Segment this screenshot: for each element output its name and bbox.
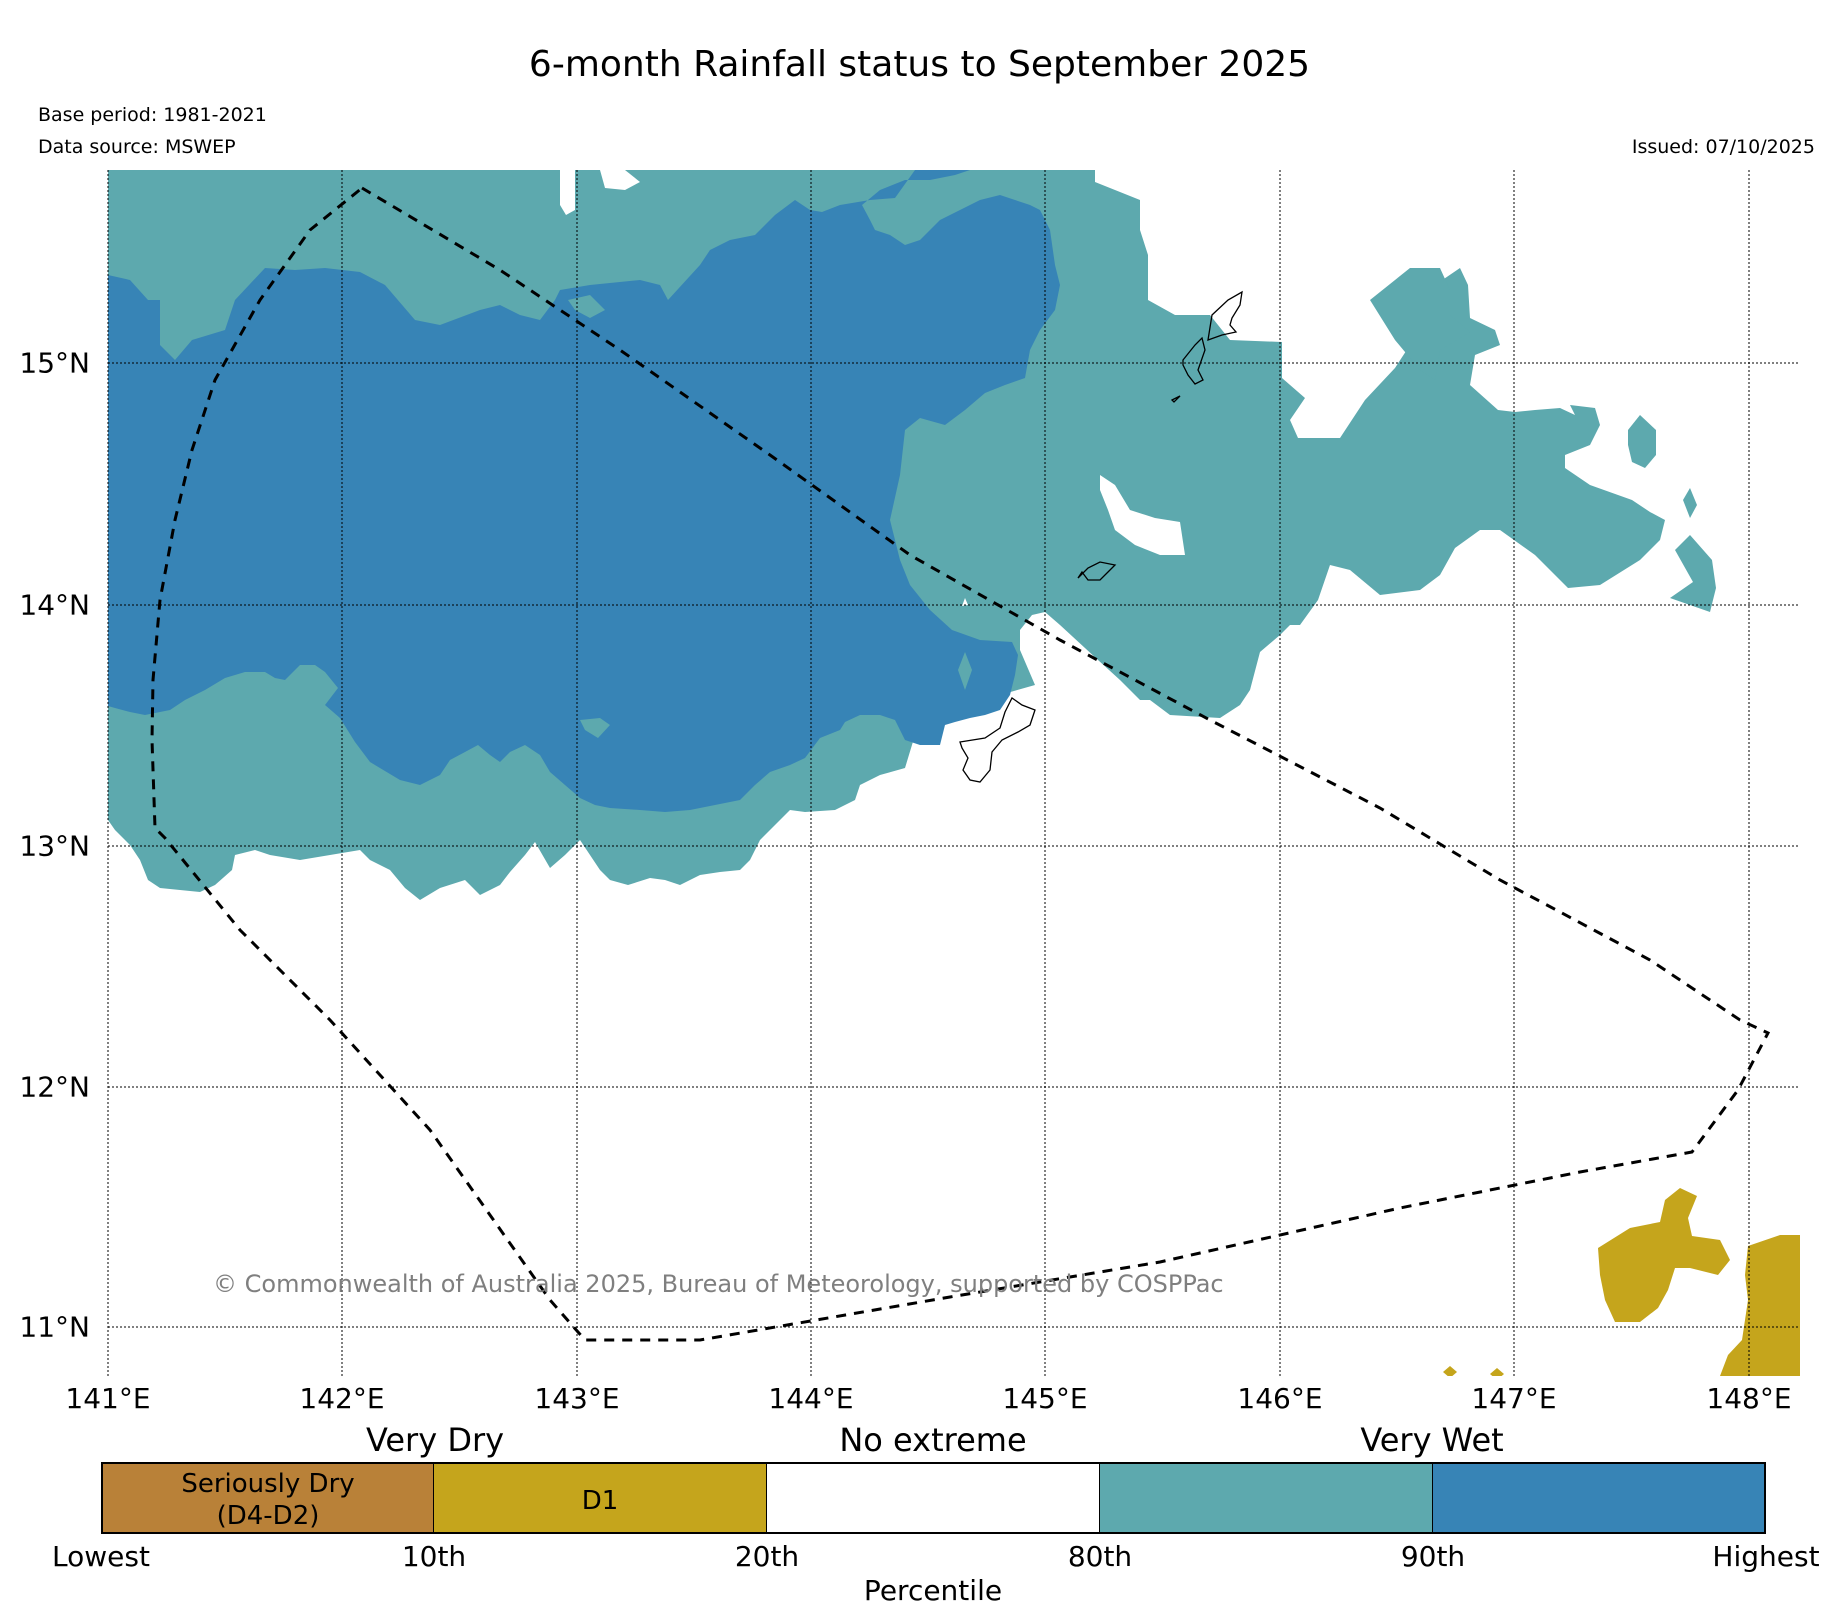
wet-patch (958, 652, 972, 690)
lat-label-12n: 12°N (19, 1070, 90, 1104)
lon-label-146e: 146°E (1237, 1382, 1323, 1415)
d1-region (1720, 1235, 1800, 1376)
legend-tick-20th: 20th (734, 1540, 800, 1573)
very-wet-region (108, 170, 1060, 812)
wet-patch (1628, 415, 1656, 468)
white-gap (560, 170, 575, 215)
white-gap (962, 598, 968, 606)
legend-tick-80th: 80th (1067, 1540, 1133, 1573)
lon-label-144e: 144°E (768, 1382, 854, 1415)
legend-swatch-seriously-dry: Seriously Dry (D4-D2) (101, 1462, 434, 1534)
island-outline (1182, 336, 1206, 385)
graticule (107, 170, 1800, 1376)
lat-label-14n: 14°N (19, 588, 90, 622)
lon-label-143e: 143°E (534, 1382, 620, 1415)
map-layers (108, 170, 1800, 1376)
legend-swatch-label: Seriously Dry (D4-D2) (181, 1469, 355, 1531)
island-outline (1077, 561, 1117, 581)
lat-label-13n: 13°N (19, 829, 90, 863)
d1-speck (1443, 1366, 1457, 1376)
legend-category-very-wet: Very Wet (1360, 1421, 1504, 1459)
d1-speck (1490, 1368, 1504, 1376)
legend-swatch-no-extreme (767, 1462, 1100, 1534)
legend-category-no-extreme: No extreme (839, 1421, 1027, 1459)
legend-swatch-wet (1100, 1462, 1433, 1534)
eez-boundary (150, 186, 1771, 1342)
wet-patch (568, 295, 605, 318)
legend-swatch-very-wet (1433, 1462, 1766, 1534)
legend-swatch-label: D1 (581, 1486, 619, 1516)
lat-label-11n: 11°N (19, 1310, 90, 1344)
copyright-notice: © Commonwealth of Australia 2025, Bureau… (213, 1270, 1224, 1298)
legend-tick-highest: Highest (1712, 1540, 1820, 1573)
legend-swatch-d1: D1 (434, 1462, 767, 1534)
legend-tick-90th: 90th (1400, 1540, 1466, 1573)
lon-label-141e: 141°E (65, 1382, 151, 1415)
lon-label-148e: 148°E (1706, 1382, 1792, 1415)
wet-patch (1370, 268, 1470, 380)
lon-label-147e: 147°E (1471, 1382, 1557, 1415)
lon-label-145e: 145°E (1002, 1382, 1088, 1415)
map-title: 6-month Rainfall status to September 202… (528, 44, 1311, 85)
wet-patch (580, 718, 610, 738)
lat-label-15n: 15°N (19, 346, 90, 380)
wet-patch (1670, 535, 1716, 612)
legend-tick-lowest: Lowest (52, 1540, 150, 1573)
island-outline (1170, 395, 1181, 403)
legend-axis-label: Percentile (863, 1574, 1003, 1607)
lon-label-142e: 142°E (299, 1382, 385, 1415)
data-source: Data source: MSWEP (38, 136, 236, 158)
base-period: Base period: 1981-2021 (38, 104, 267, 126)
white-gap (600, 170, 640, 190)
legend-category-very-dry: Very Dry (365, 1421, 505, 1459)
island-outlines (959, 290, 1243, 783)
legend-tick-10th: 10th (401, 1540, 467, 1573)
issued-date: Issued: 07/10/2025 (1631, 136, 1815, 158)
white-gap (1100, 475, 1185, 555)
island-outline (1207, 290, 1243, 341)
d1-region (1598, 1188, 1730, 1322)
wet-patch (1683, 488, 1697, 518)
island-outline-guam (959, 697, 1036, 783)
